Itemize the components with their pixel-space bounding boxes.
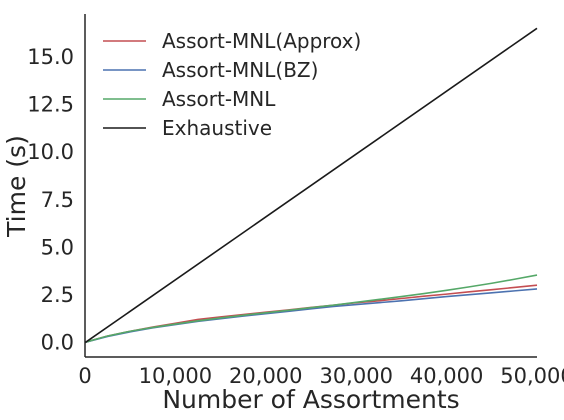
y-tick-label: 15.0: [27, 45, 74, 69]
y-tick-label: 5.0: [41, 235, 74, 259]
series-line-2: [84, 274, 538, 344]
x-tick-label: 0: [78, 364, 91, 388]
y-tick-label: 0.0: [41, 331, 74, 355]
tick-labels: 0 10,000 20,000 30,000 40,000 50,000 0.0 2.5 5.0…: [27, 45, 564, 388]
y-tick-label: 7.5: [41, 188, 74, 212]
legend-label-3: Exhaustive: [162, 116, 272, 140]
y-tick-label: 2.5: [41, 283, 74, 307]
series-line-3: [84, 27, 538, 344]
series-line-1: [84, 288, 538, 344]
x-axis-title: Number of Assortments: [162, 385, 459, 414]
legend: Assort-MNL(Approx) Assort-MNL(BZ) Assort-M…: [103, 29, 361, 140]
series-line-0: [84, 284, 538, 344]
axes-spines: [84, 14, 537, 358]
plot-area: [84, 27, 538, 344]
y-tick-label: 12.5: [27, 93, 74, 117]
legend-label-0: Assort-MNL(Approx): [162, 29, 361, 53]
x-tick-label: 40,000: [410, 364, 483, 388]
x-tick-label: 10,000: [139, 364, 212, 388]
x-tick-label: 30,000: [319, 364, 392, 388]
y-tick-label: 10.0: [27, 140, 74, 164]
legend-label-1: Assort-MNL(BZ): [162, 58, 318, 82]
y-axis-title: Time (s): [2, 135, 31, 238]
x-tick-label: 20,000: [229, 364, 302, 388]
x-tick-label: 50,000: [500, 364, 564, 388]
legend-label-2: Assort-MNL: [162, 87, 276, 111]
